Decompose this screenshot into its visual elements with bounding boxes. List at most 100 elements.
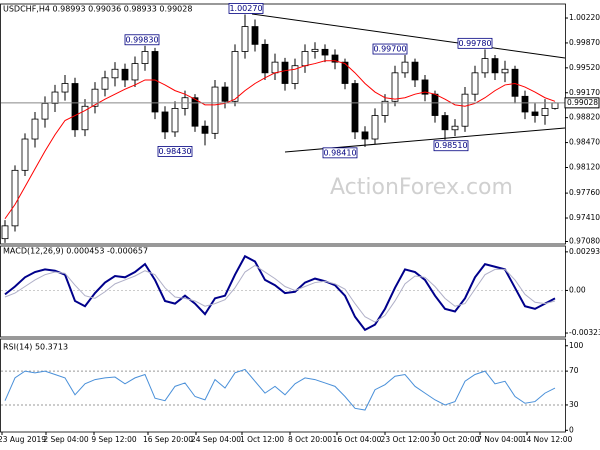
annotation-box — [124, 34, 160, 46]
y-tick-label: 0.00 — [569, 285, 586, 294]
macd-title: MACD(12,26,9) 0.000453 -0.000657 — [3, 247, 148, 256]
candle-body — [231, 51, 239, 102]
x-tick-label: 2 Sep 04:00 — [43, 435, 89, 444]
candle-body — [101, 77, 109, 90]
y-tick-label: 0.99520 — [569, 63, 600, 72]
y-tick-label: 0.99170 — [569, 88, 600, 97]
candle-body — [31, 118, 39, 140]
candle-body — [51, 91, 59, 104]
candle-body — [341, 61, 349, 84]
y-tick-label: 0.98820 — [569, 113, 600, 122]
candle-body — [131, 63, 139, 81]
candle-body — [11, 169, 19, 227]
y-tick-label: -0.003238 — [569, 328, 600, 337]
annotation-label: 1.00270 — [229, 4, 262, 13]
series-line — [4, 264, 556, 323]
annotation-box — [372, 43, 408, 55]
x-tick-label: 24 Sep 04:00 — [191, 435, 241, 444]
candle-body — [291, 65, 299, 84]
candle-body — [61, 83, 69, 93]
candle-body — [531, 111, 539, 116]
candle-body — [541, 108, 549, 116]
candle-body — [371, 115, 379, 140]
panel-frame — [0, 245, 566, 338]
annotation-box — [228, 3, 264, 14]
candle-body — [431, 93, 439, 116]
annotation-label: 0.99780 — [458, 39, 491, 48]
x-tick-label: 30 Oct 20:00 — [431, 435, 480, 444]
trendline — [251, 13, 566, 59]
chart-title: USDCHF,H4 0.98993 0.99036 0.98933 0.9902… — [3, 5, 192, 14]
rsi-title: RSI(14) 50.3713 — [3, 343, 68, 352]
candle-body — [221, 86, 229, 102]
candle-body — [311, 48, 319, 52]
x-tick-label: 9 Sep 12:00 — [91, 435, 137, 444]
candle-body — [471, 72, 479, 95]
candle-body — [351, 83, 359, 133]
y-tick-label: 100 — [569, 341, 584, 350]
watermark: ActionForex.com — [330, 175, 513, 200]
candle-body — [301, 51, 309, 67]
candle-body — [551, 102, 559, 109]
series-line — [4, 368, 556, 411]
candle-body — [211, 86, 219, 134]
candle-body — [421, 79, 429, 95]
candle-body — [411, 61, 419, 81]
last-price-box — [564, 97, 600, 109]
candle-body — [331, 54, 339, 63]
candle-body — [261, 43, 269, 74]
candle-body — [361, 131, 369, 140]
annotation-label: 0.98510 — [434, 141, 467, 150]
y-tick-label: 0.98470 — [569, 138, 600, 147]
candle-body — [121, 68, 129, 81]
x-tick-label: 16 Oct 04:00 — [333, 435, 382, 444]
candle-body — [281, 61, 289, 84]
x-tick-label: 8 Oct 20:00 — [288, 435, 332, 444]
x-tick-label: 1 Oct 12:00 — [240, 435, 284, 444]
candle-body — [381, 100, 389, 116]
y-tick-label: 0.98120 — [569, 162, 600, 171]
x-tick-label: 23 Oct 12:00 — [381, 435, 430, 444]
panel-frame — [0, 3, 566, 245]
candle-body — [1, 225, 9, 240]
candle-body — [461, 93, 469, 127]
candle-body — [201, 125, 209, 134]
candle-body — [391, 72, 399, 102]
y-tick-label: 0 — [569, 425, 574, 434]
y-tick-label: 30 — [569, 400, 579, 409]
candle-body — [91, 88, 99, 107]
candle-body — [21, 138, 29, 171]
candle-body — [441, 115, 449, 131]
annotation-label: 0.99700 — [373, 45, 406, 54]
x-tick-label: 7 Nov 04:00 — [477, 435, 523, 444]
candle-body — [501, 68, 509, 74]
candle-body — [401, 61, 409, 74]
candle-body — [191, 97, 199, 127]
candle-body — [251, 26, 259, 45]
y-tick-label: 70 — [569, 366, 579, 375]
annotation-label: 0.98410 — [323, 148, 356, 157]
candle-body — [321, 48, 329, 56]
y-tick-label: 0.97410 — [569, 213, 600, 222]
panel-frame — [0, 338, 566, 433]
candle-body — [491, 58, 499, 74]
candle-body — [71, 83, 79, 131]
x-tick-label: 23 Aug 2019 — [0, 435, 46, 444]
candle-body — [271, 61, 279, 74]
candle-body — [451, 125, 459, 131]
candle-body — [521, 95, 529, 113]
candle-body — [481, 58, 489, 74]
last-price-label: 0.99028 — [567, 98, 598, 107]
candle-body — [41, 103, 49, 120]
candle-body — [141, 51, 149, 64]
candle-body — [511, 68, 519, 97]
annotation-box — [157, 146, 193, 157]
candle-body — [241, 26, 249, 52]
candle-body — [171, 108, 179, 133]
annotation-box — [457, 37, 493, 49]
y-tick-label: 0.97760 — [569, 188, 600, 197]
x-tick-label: 16 Sep 20:00 — [143, 435, 193, 444]
annotation-label: 0.98430 — [158, 147, 191, 156]
